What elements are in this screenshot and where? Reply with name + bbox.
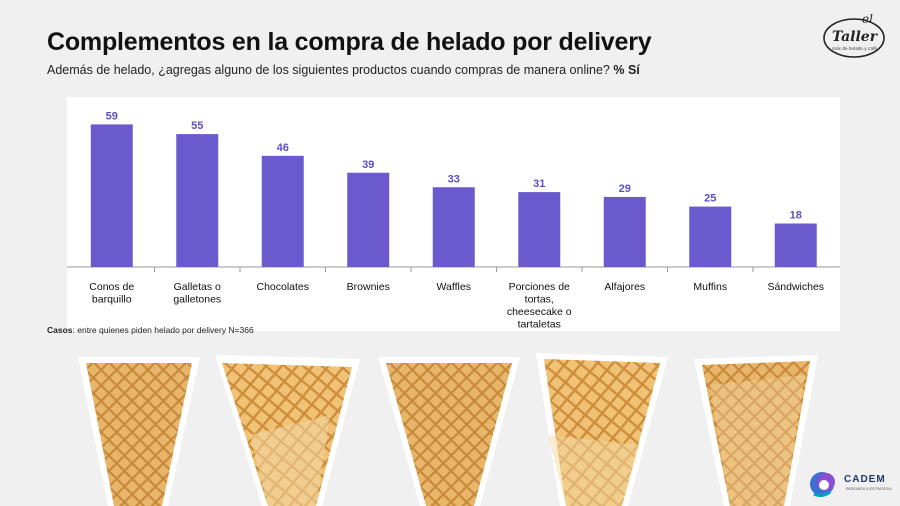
cone-2 xyxy=(215,355,360,506)
category-label: Porciones de tortas, cheesecake o tartaleta… xyxy=(507,281,572,331)
bar-value-label: 39 xyxy=(362,159,374,171)
bar xyxy=(518,192,561,267)
bar xyxy=(347,172,390,267)
category-label: Waffles xyxy=(437,281,471,293)
category-label: Conos de barquillo xyxy=(89,281,134,306)
subtitle-question: Además de helado, ¿agregas alguno de los… xyxy=(47,63,610,77)
chart-panel: 59 Conos de barquillo 55 Galletas o galletone… xyxy=(67,97,840,331)
bar xyxy=(261,155,304,267)
el-taller-tagline: más de helado y café xyxy=(832,46,877,51)
bar xyxy=(603,196,646,267)
bar-value-label: 29 xyxy=(619,183,631,195)
category-label: Brownies xyxy=(347,281,390,293)
bar-value-label: 55 xyxy=(191,120,203,132)
cadem-wordmark: CADEM xyxy=(844,474,886,485)
footnote-label: Casos xyxy=(47,325,73,335)
bar xyxy=(90,124,133,268)
el-taller-logo: el Taller más de helado y café xyxy=(823,12,885,58)
footnote: Casos: entre quienes piden helado por de… xyxy=(47,325,254,335)
bar-value-label: 25 xyxy=(704,193,716,205)
subtitle-unit: % Sí xyxy=(613,63,640,77)
cone-5 xyxy=(694,355,818,506)
bar-value-label: 18 xyxy=(790,210,802,222)
el-taller-script: el xyxy=(862,12,873,26)
bar xyxy=(774,223,817,267)
waffle-cones-image xyxy=(78,353,818,506)
cadem-symbol-icon xyxy=(810,472,835,498)
cone-4 xyxy=(536,353,668,506)
cadem-tagline: RESEARCH & ESTRATEGIA xyxy=(846,487,892,491)
bar-value-label: 59 xyxy=(106,110,118,122)
svg-text:Taller: Taller xyxy=(832,29,879,45)
bar xyxy=(176,134,219,267)
bar-value-label: 31 xyxy=(533,178,545,190)
bar-value-label: 33 xyxy=(448,173,460,185)
category-label: Sándwiches xyxy=(767,281,824,293)
bar xyxy=(689,206,732,267)
cadem-logo: CADEM RESEARCH & ESTRATEGIA xyxy=(808,468,898,500)
bar-chart: 59 Conos de barquillo 55 Galletas o galletone… xyxy=(67,110,840,331)
page-title: Complementos en la compra de helado por … xyxy=(47,28,652,56)
cone-3 xyxy=(378,357,520,506)
bar-value-label: 46 xyxy=(277,142,289,154)
category-label: Chocolates xyxy=(256,281,309,293)
cone-1 xyxy=(78,357,200,506)
category-label: Alfajores xyxy=(604,281,645,293)
bar xyxy=(432,187,475,267)
category-label: Muffins xyxy=(693,281,727,293)
page-subtitle: Además de helado, ¿agregas alguno de los… xyxy=(47,63,640,77)
footnote-text: : entre quienes piden helado por deliver… xyxy=(72,325,254,335)
category-label: Galletas o galletones xyxy=(173,281,221,306)
